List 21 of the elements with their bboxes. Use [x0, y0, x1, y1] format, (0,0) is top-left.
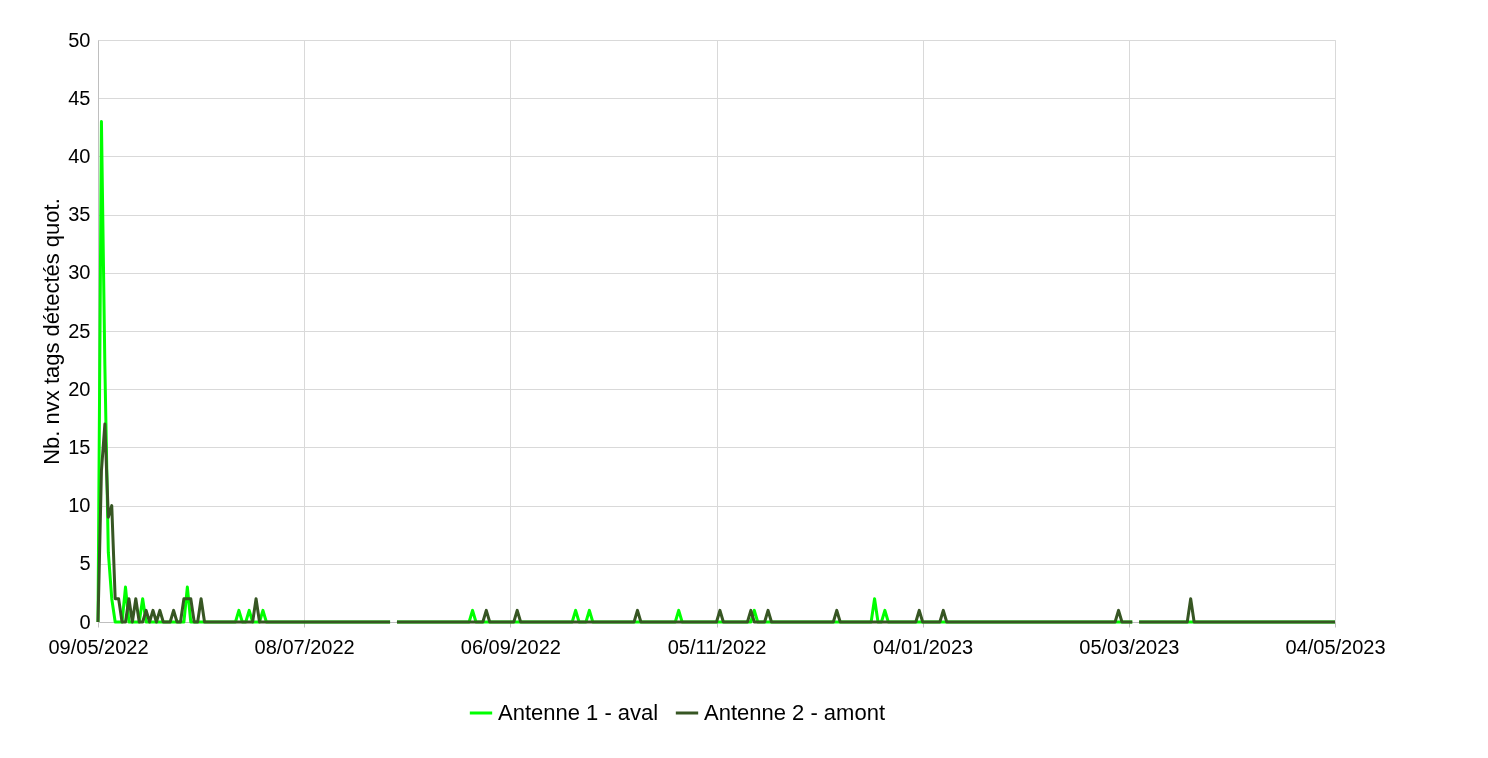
y-tick-label: 35	[68, 203, 91, 226]
y-tick-label: 20	[68, 377, 91, 400]
x-tick-label: 04/01/2023	[873, 635, 974, 658]
x-tick-label: 06/09/2022	[460, 635, 561, 658]
y-tick-label: 40	[68, 144, 91, 167]
y-tick-label: 0	[79, 610, 91, 633]
x-tick-label: 05/11/2022	[667, 635, 767, 658]
x-tick-label: 08/07/2022	[254, 635, 355, 658]
y-axis-title: Nb. nvx tags détectés quot.	[39, 198, 65, 465]
y-tick-label: 15	[68, 435, 91, 458]
y-tick-label: 25	[68, 319, 91, 342]
y-tick-label: 5	[79, 552, 91, 575]
x-tick-label: 04/05/2023	[1285, 635, 1386, 658]
legend-label: Antenne 1 - aval	[498, 700, 659, 725]
y-tick-label: 10	[68, 494, 91, 517]
y-tick-label: 45	[68, 86, 91, 109]
y-tick-label: 30	[68, 261, 91, 284]
y-tick-label: 50	[68, 28, 91, 51]
legend-label: Antenne 2 - amont	[704, 700, 886, 725]
x-tick-label: 05/03/2023	[1079, 635, 1180, 658]
x-tick-label: 09/05/2022	[48, 635, 149, 658]
